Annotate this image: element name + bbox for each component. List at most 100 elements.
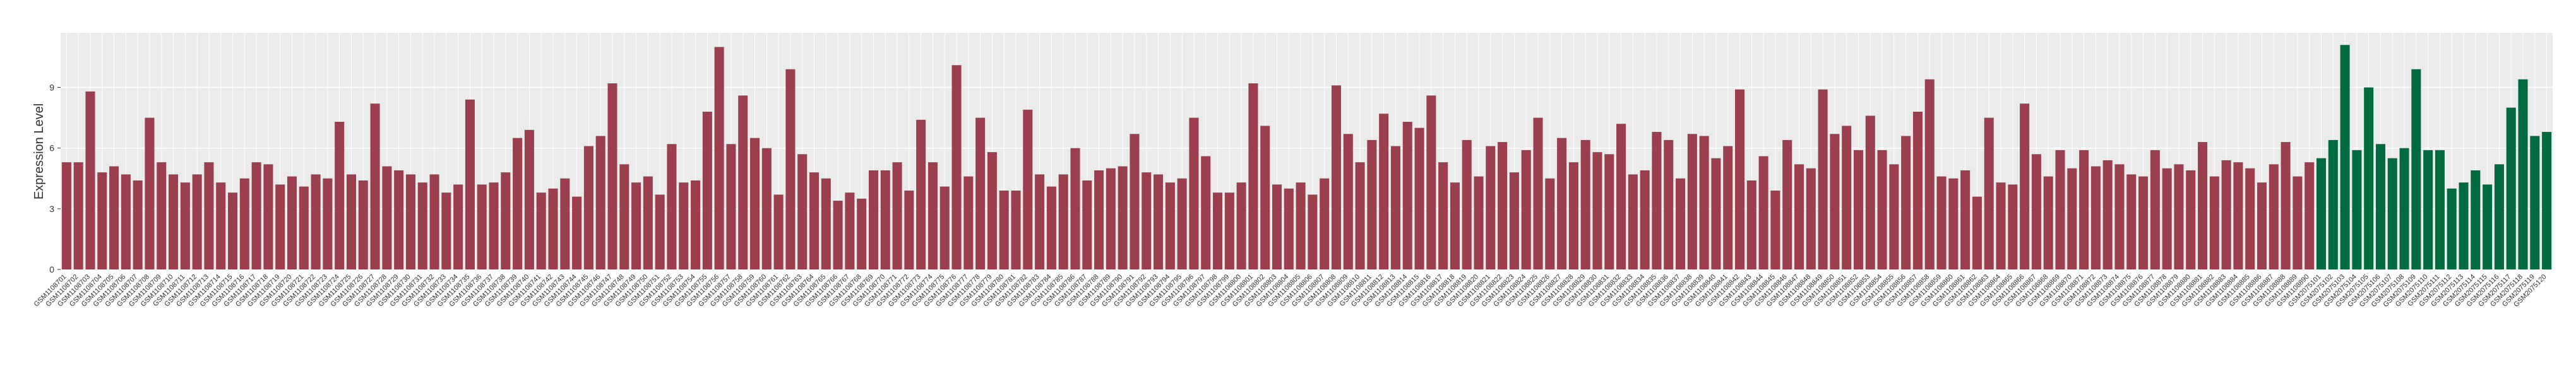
bar [465,99,475,269]
bar [1818,89,1828,269]
bar [1142,172,1152,269]
bar [2209,176,2219,269]
bar [1676,178,1686,269]
bar [1474,176,1484,269]
bar [809,172,820,269]
bar [999,191,1009,269]
bar [2269,164,2279,269]
bar [2221,160,2231,269]
bar [121,174,131,269]
bar [2114,164,2125,269]
bar [1070,148,1080,269]
bar [1177,178,1187,269]
bar [251,162,261,269]
bar [228,192,238,269]
bar [1592,152,1602,269]
bar [857,198,867,269]
bar [1498,142,1508,269]
bar [2542,132,2552,269]
bar [323,178,333,269]
bar [453,184,463,269]
bar [1616,124,1626,269]
bar [61,162,71,269]
bar [2435,150,2445,269]
bar [1035,174,1045,269]
bar [1343,134,1353,269]
bar [133,180,143,269]
bar [536,192,546,269]
bar [1924,79,1935,269]
bar [1533,117,1543,269]
bar [655,194,665,269]
bar [560,178,570,269]
bar [2399,148,2409,269]
bar [169,174,179,269]
bar [157,162,167,269]
bar [880,170,890,269]
bar [2281,142,2291,269]
bar [714,47,724,269]
bar [180,182,190,269]
bar [2459,182,2469,269]
bar [1628,174,1638,269]
bar [726,144,736,269]
bar [2530,136,2540,269]
bar [1948,178,1959,269]
bar [513,138,523,269]
bar [263,164,273,269]
bar [1996,182,2006,269]
bar [2031,154,2041,269]
bar [1011,191,1021,269]
bar [2447,188,2457,269]
bar [524,129,534,269]
bar [1568,162,1578,269]
bar [1390,146,1400,269]
bar [1260,126,1270,269]
bar [785,69,796,269]
bar [1782,139,1792,269]
bar [2245,168,2255,269]
bar [335,122,345,269]
bar [2138,176,2149,269]
bar [2411,69,2421,269]
bar [1723,146,1733,269]
bar [2364,87,2374,270]
bar [892,162,902,269]
bar [2174,164,2184,269]
bar [643,176,653,269]
bar [477,184,487,269]
bar [2198,142,2208,269]
bar [216,182,226,269]
bar [750,138,760,269]
bar [761,148,772,269]
bar [2375,144,2385,269]
bar [1687,134,1697,269]
bar [1426,95,1436,269]
bar [845,192,855,269]
bar [833,201,843,269]
bar [489,182,499,269]
bar [951,65,962,270]
bar [429,174,439,269]
bar [1545,178,1555,269]
bar [145,117,155,269]
bar [1735,89,1745,269]
bar [441,192,451,269]
bar [109,166,119,269]
bar [963,176,974,269]
bar [1842,126,1852,269]
y-tick-label: 6 [49,143,54,153]
bar [2494,164,2504,269]
bar [702,112,712,269]
bar [927,162,938,269]
bar [916,119,926,269]
bar [1830,134,1840,269]
bar [1936,176,1947,269]
bar [1402,122,1412,269]
bar [1580,139,1590,269]
bar [239,178,249,269]
bar [1640,170,1650,269]
bar [1213,192,1223,269]
bar [2305,162,2315,269]
bar [1023,109,1033,269]
